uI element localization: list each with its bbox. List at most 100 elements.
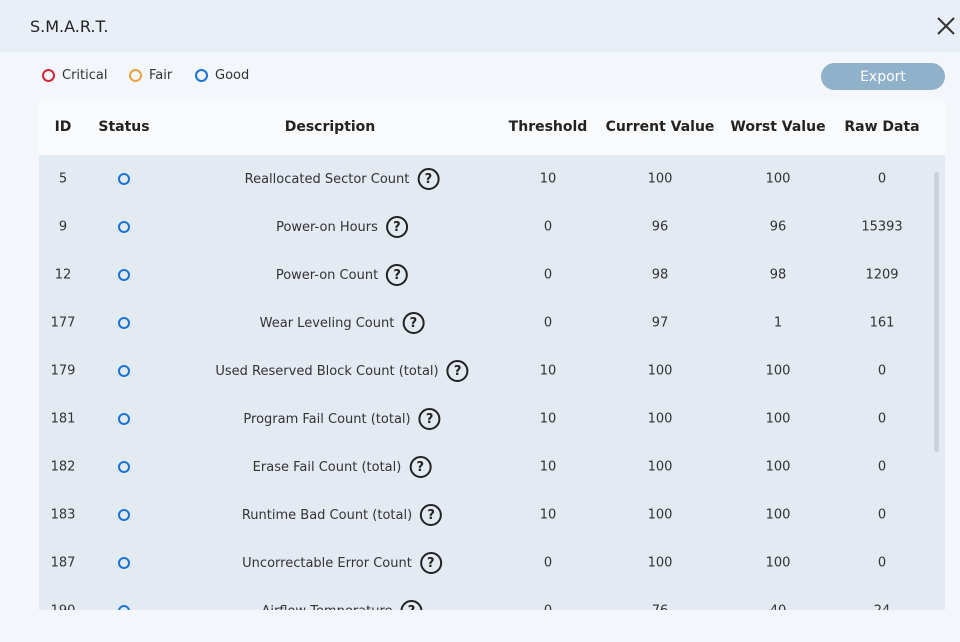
cell: 100 <box>647 507 673 523</box>
status-icon <box>118 461 130 473</box>
description-cell: Airflow Temperature? <box>261 600 423 611</box>
column-header: ID <box>54 119 72 135</box>
cell: 97 <box>651 315 669 331</box>
description-cell: Erase Fail Count (total)? <box>253 456 432 478</box>
column-header: Raw Data <box>844 119 920 135</box>
cell: 179 <box>50 363 76 379</box>
cell: 12 <box>54 267 72 283</box>
cell: 161 <box>869 315 895 331</box>
cell: 24 <box>874 604 891 611</box>
legend-good: Good <box>195 68 249 83</box>
description: Runtime Bad Count (total) <box>241 507 413 523</box>
dialog-title: S.M.A.R.T. <box>30 17 109 36</box>
description: Program Fail Count (total) <box>243 411 411 427</box>
cell: 0 <box>543 219 553 235</box>
help-icon[interactable]: ? <box>419 552 442 574</box>
cell: 15393 <box>861 219 903 235</box>
cell: 10 <box>539 459 557 475</box>
title-bar <box>0 0 960 52</box>
cell: 0 <box>543 555 553 571</box>
cell: 1 <box>773 315 783 331</box>
cell: 190 <box>51 604 76 611</box>
status-icon <box>118 317 130 329</box>
cell: 0 <box>877 507 887 523</box>
status-icon <box>118 221 130 233</box>
cell: 1209 <box>865 267 899 283</box>
help-icon[interactable]: ? <box>446 360 469 382</box>
help-icon[interactable]: ? <box>418 408 441 430</box>
description: Airflow Temperature <box>261 604 392 611</box>
table-header <box>39 100 945 155</box>
help-icon[interactable]: ? <box>386 264 409 286</box>
legend-critical: Critical <box>42 68 107 83</box>
table-body: 5 Reallocated Sector Count? 10 100 100 0 9 Powe… <box>39 155 945 610</box>
cell: 177 <box>50 315 76 331</box>
cell: 100 <box>765 363 791 379</box>
column-header: Current Value <box>605 119 715 135</box>
cell: 0 <box>544 604 552 611</box>
cell: 96 <box>651 219 669 235</box>
status-icon <box>118 173 130 185</box>
help-icon[interactable]: ? <box>420 504 443 526</box>
cell: 76 <box>652 604 669 611</box>
cell: 100 <box>765 459 791 475</box>
cell: 100 <box>647 363 673 379</box>
cell: 0 <box>877 411 887 427</box>
cell: 10 <box>539 507 557 523</box>
cell: 5 <box>58 171 68 187</box>
legend-fair: Fair <box>129 68 172 83</box>
cell: 100 <box>647 411 673 427</box>
cell: 10 <box>539 171 557 187</box>
description-cell: Runtime Bad Count (total)? <box>241 504 443 526</box>
status-icon <box>118 605 130 610</box>
description-cell: Wear Leveling Count? <box>260 312 425 334</box>
help-icon[interactable]: ? <box>409 456 432 478</box>
column-header: Status <box>98 119 150 135</box>
cell: 10 <box>539 363 557 379</box>
scrollbar[interactable] <box>934 172 939 452</box>
help-icon[interactable]: ? <box>417 168 440 190</box>
description: Used Reserved Block Count (total) <box>215 363 439 379</box>
cell: 98 <box>769 267 787 283</box>
description-cell: Uncorrectable Error Count? <box>242 552 442 574</box>
status-icon <box>118 509 130 521</box>
legend-label: Fair <box>149 68 173 83</box>
help-icon[interactable]: ? <box>385 216 408 238</box>
export-button[interactable]: Export <box>821 63 945 90</box>
cell: 100 <box>647 555 673 571</box>
help-icon[interactable]: ? <box>402 312 425 334</box>
cell: 10 <box>539 411 557 427</box>
column-header: Threshold <box>508 119 588 135</box>
cell: 0 <box>877 459 887 475</box>
cell: 100 <box>765 507 791 523</box>
cell: 96 <box>769 219 787 235</box>
description-cell: Power-on Hours? <box>276 216 408 238</box>
description: Power-on Count <box>275 267 379 283</box>
column-header: Worst Value <box>730 119 826 135</box>
status-icon <box>118 557 130 569</box>
legend-label: Good <box>215 68 250 83</box>
description-cell: Used Reserved Block Count (total)? <box>215 360 469 382</box>
cell: 182 <box>50 459 76 475</box>
description-cell: Reallocated Sector Count? <box>245 168 440 190</box>
status-icon <box>118 413 130 425</box>
help-icon[interactable]: ? <box>400 600 423 610</box>
cell: 100 <box>647 459 673 475</box>
close-button[interactable] <box>936 16 956 36</box>
status-icon <box>118 269 130 281</box>
status-icon <box>118 365 130 377</box>
cell: 100 <box>765 411 791 427</box>
description: Power-on Hours <box>276 219 378 235</box>
description-cell: Power-on Count? <box>275 264 409 286</box>
cell: 0 <box>877 171 887 187</box>
cell: 183 <box>50 507 76 523</box>
cell: 9 <box>58 219 68 235</box>
column-header: Description <box>284 119 376 135</box>
legend-label: Critical <box>62 68 108 83</box>
description: Uncorrectable Error Count <box>242 555 412 571</box>
cell: 0 <box>877 555 887 571</box>
cell: 100 <box>765 171 791 187</box>
cell: 98 <box>651 267 669 283</box>
description: Wear Leveling Count <box>259 315 395 331</box>
cell: 40 <box>770 604 787 611</box>
